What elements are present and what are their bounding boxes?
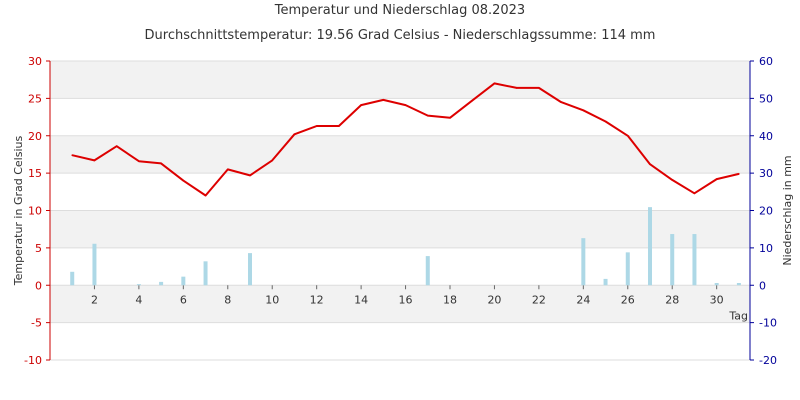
x-axis-tick-label: 22 [532,293,546,306]
x-axis-tick-label: 12 [310,293,324,306]
x-axis-tick-label: 16 [399,293,413,306]
grid-band [50,285,750,323]
precipitation-bar [692,234,697,286]
temperature-point [738,173,740,175]
precipitation-bar [181,276,186,286]
left-axis-title: Temperatur in Grad Celsius [12,136,25,287]
temperature-point [249,174,251,177]
left-axis-tick-label: -5 [31,317,42,330]
x-axis-tick-label: 28 [665,293,679,306]
x-axis-tick-label: 30 [710,293,724,306]
temperature-point [338,125,340,127]
x-axis-tick-label: 14 [354,293,368,306]
temperature-point [626,134,629,137]
right-axis-tick-label: 30 [759,167,773,180]
right-axis-tick-label: -20 [759,354,777,367]
left-axis-tick-label: 10 [28,205,42,218]
grid-band [50,210,750,248]
x-axis-tick-label: 10 [265,293,279,306]
left-axis-tick-label: 25 [28,92,42,105]
left-axis-tick-label: 0 [35,279,42,292]
right-axis-tick-label: 50 [759,92,773,105]
precipitation-bar [670,234,675,286]
left-axis-tick-label: 20 [28,130,42,143]
temperature-point [404,104,407,106]
temperature-point [138,160,140,162]
temperature-point [93,159,96,162]
left-axis-tick-label: 15 [28,167,42,180]
x-axis-tick-label: 20 [487,293,501,306]
chart-subtitle: Durchschnittstemperatur: 19.56 Grad Cels… [144,28,656,43]
right-axis-title: Niederschlag in mm [781,155,794,265]
chart-title: Temperatur und Niederschlag 08.2023 [274,3,526,18]
precipitation-bar [203,261,208,286]
right-axis-tick-label: 60 [759,55,773,68]
precipitation-bar [159,281,164,286]
x-axis-tick-label: 2 [91,293,98,306]
temperature-point [604,120,607,123]
right-axis-tick-label: 40 [759,130,773,143]
temperature-point [160,162,162,165]
temperature-point [426,114,429,117]
precipitation-bar [92,243,97,286]
x-axis-tick-label: 6 [180,293,187,306]
precipitation-bar [625,252,630,286]
temperature-point [293,133,296,136]
precipitation-bar [70,271,75,286]
left-axis-tick-label: 5 [35,242,42,255]
right-axis-tick-label: 20 [759,205,773,218]
left-axis-tick-label: -10 [24,354,42,367]
temperature-point [226,168,229,171]
left-axis-tick-label: 30 [28,55,42,68]
x-axis-title: Tag [728,309,748,322]
temperature-point [471,99,474,102]
grid-band [50,247,750,286]
right-axis-tick-label: 0 [759,279,766,292]
x-axis-tick-label: 24 [576,293,590,306]
temperature-point [182,179,185,182]
precipitation-bar [603,278,608,286]
precipitation-bar [714,283,719,286]
grid-band [50,61,750,99]
temperature-point [693,192,696,195]
temperature-point [71,154,74,156]
precipitation-bar [736,283,741,286]
x-axis-tick-label: 8 [224,293,231,306]
temperature-point [449,117,451,119]
x-axis-tick-label: 4 [135,293,142,306]
grid-band [50,135,750,174]
temperature-point [493,82,496,85]
right-axis-tick-label: 10 [759,242,773,255]
temperature-point [360,104,362,106]
temperature-point [649,163,651,165]
temperature-point [382,99,385,101]
grid-band [50,173,750,211]
precipitation-bar [136,284,141,286]
right-axis-tick-label: -10 [759,317,777,330]
temperature-point [538,87,540,89]
grid-band [50,322,750,360]
precipitation-bar [425,256,430,286]
temperature-point [560,101,562,103]
temperature-point [582,109,585,112]
temperature-point [271,159,274,162]
temperature-point [315,125,318,127]
precipitation-bar [581,238,586,286]
temperature-point [715,178,718,180]
precipitation-bar [248,253,252,286]
precipitation-bar [648,207,652,286]
temperature-point [115,145,118,148]
temperature-point [515,87,518,89]
x-axis-tick-label: 18 [443,293,457,306]
temperature-point [204,194,207,197]
temperature-point [671,179,674,181]
x-axis-tick-label: 26 [621,293,635,306]
